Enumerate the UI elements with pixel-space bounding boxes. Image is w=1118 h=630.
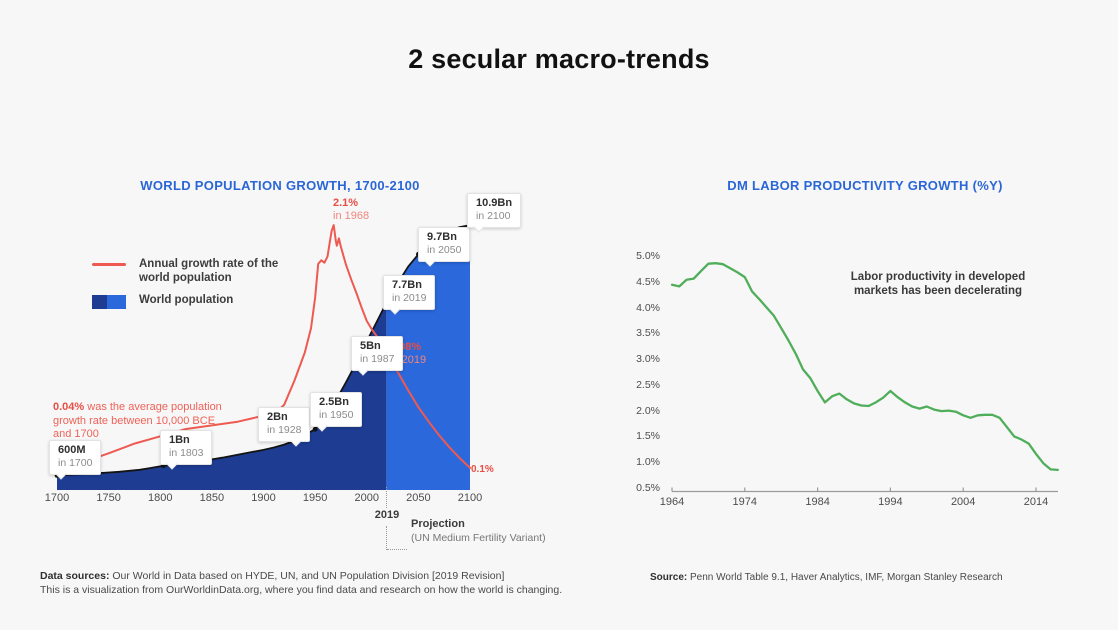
growth-rate-line [56, 224, 471, 473]
prod-y-tick-4.5%: 4.5% [636, 275, 660, 288]
pop-x-tick-1750: 1750 [96, 492, 121, 504]
callout-value: 2.5Bn [319, 396, 349, 408]
legend-row-growth-rate: Annual growth rate of the world populati… [92, 258, 294, 285]
prod-x-tick-label-2014: 2014 [1023, 496, 1049, 508]
footer-left: Data sources: Our World in Data based on… [40, 569, 562, 597]
pop-x-tick-1850: 1850 [199, 492, 225, 504]
callout-year: in 1950 [319, 409, 354, 421]
prod-y-tick-3.5%: 3.5% [636, 327, 660, 340]
callout-7-7bn-2019: 7.7Bn in 2019 [383, 275, 436, 310]
callout-value: 2Bn [267, 411, 288, 423]
growth-rate-legend-label: Annual growth rate of the world populati… [139, 258, 279, 284]
population-chart-title: WORLD POPULATION GROWTH, 1700-2100 [140, 178, 420, 193]
productivity-chart [670, 262, 1059, 493]
callout-value: 10.9Bn [476, 197, 513, 209]
footer-left-label: Data sources: [40, 570, 110, 582]
prod-x-tick-label-1964: 1964 [659, 496, 685, 508]
legend-row-population: World population [92, 294, 294, 309]
callout-year: in 2019 [392, 292, 427, 304]
pop-x-tick-1700: 1700 [44, 492, 70, 504]
pop-x-tick-1800: 1800 [148, 492, 173, 504]
footer-right-text: Penn World Table 9.1, Haver Analytics, I… [687, 572, 1003, 583]
projection-label-subtitle: (UN Medium Fertility Variant) [411, 532, 546, 544]
callout-9-7bn-2050: 9.7Bn in 2050 [418, 227, 471, 262]
callout-value: 600M [58, 444, 86, 456]
projection-label-title: Projection [411, 518, 465, 530]
footer-left-line2: This is a visualization from OurWorldinD… [40, 584, 563, 596]
prod-x-tick-label-1994: 1994 [878, 496, 903, 508]
prod-y-tick-4.0%: 4.0% [636, 301, 660, 314]
population-legend: Annual growth rate of the world populati… [92, 258, 294, 318]
rate-value: 2.1% [333, 197, 359, 209]
prod-x-tick-label-1974: 1974 [732, 496, 758, 508]
prod-y-tick-2.5%: 2.5% [636, 378, 660, 391]
population-legend-label: World population [139, 294, 234, 306]
callout-year: in 2050 [427, 244, 462, 256]
growth-rate-line-swatch-icon [92, 263, 126, 266]
population-area-swatch-icon [92, 295, 126, 309]
prod-y-tick-1.5%: 1.5% [636, 430, 660, 443]
pop-x-tick-2050: 2050 [406, 492, 431, 504]
footer-right-label: Source: [650, 572, 688, 583]
data-point-marker [312, 426, 318, 432]
productivity-annotation: Labor productivity in developed markets … [850, 271, 1026, 297]
callout-year: in 1700 [58, 457, 93, 469]
average-growth-note: 0.04% was the average population growth … [53, 401, 231, 442]
projection-dotted-line [386, 487, 387, 508]
callout-year: in 2100 [476, 210, 511, 222]
projection-label: Projection (UN Medium Fertility Variant) [411, 517, 546, 545]
pop-x-tick-2100: 2100 [457, 492, 483, 504]
projection-year-label: 2019 [374, 509, 400, 521]
note-bold: 0.04% [53, 401, 85, 413]
prod-y-tick-2.0%: 2.0% [636, 404, 660, 417]
rate-annotation-2100: 0.1% [471, 463, 494, 476]
population-area-historical [57, 302, 387, 490]
productivity-chart-title: DM LABOR PRODUCTIVITY GROWTH (%Y) [727, 178, 1003, 193]
rate-year: in 1968 [333, 210, 370, 222]
callout-600m-1700: 600M in 1700 [49, 440, 102, 475]
callout-value: 7.7Bn [392, 279, 422, 291]
callout-value: 1Bn [169, 434, 190, 446]
prod-y-tick-5.0%: 5.0% [636, 249, 660, 262]
rate-annotation-peak: 2.1% in 1968 [333, 197, 369, 223]
prod-x-tick-label-1984: 1984 [805, 496, 830, 508]
footer-right-line1: Source: Penn World Table 9.1, Haver Anal… [650, 571, 1003, 585]
note-text: was the average population growth rate b… [53, 401, 222, 440]
footer-right: Source: Penn World Table 9.1, Haver Anal… [650, 571, 1003, 585]
pop-x-tick-2000: 2000 [354, 492, 379, 504]
prod-y-tick-0.5%: 0.5% [636, 482, 660, 494]
footer-left-line1: Data sources: Our World in Data based on… [40, 569, 562, 583]
callout-year: in 1928 [267, 424, 302, 436]
callout-year: in 1987 [360, 353, 395, 365]
callout-year: in 1803 [169, 447, 204, 459]
callout-10-9bn-2100: 10.9Bn in 2100 [467, 193, 522, 228]
slide-title: 2 secular macro-trends [408, 44, 710, 74]
callout-5bn-1987: 5Bn in 1987 [351, 336, 404, 371]
projection-dotted-line [386, 526, 387, 550]
prod-y-tick-3.0%: 3.0% [636, 353, 660, 366]
callout-1bn-1803: 1Bn in 1803 [160, 430, 213, 465]
callout-2-5bn-1950: 2.5Bn in 1950 [310, 392, 363, 427]
pop-x-tick-1950: 1950 [302, 492, 328, 504]
projection-dotted-line [387, 549, 407, 550]
rate-value: 0.1% [471, 464, 494, 475]
callout-value: 5Bn [360, 340, 381, 352]
prod-y-tick-1.0%: 1.0% [636, 456, 660, 469]
productivity-line [670, 262, 1059, 472]
footer-left-text: Our World in Data based on HYDE, UN, and… [109, 570, 505, 582]
prod-x-tick-label-2004: 2004 [950, 496, 976, 508]
callout-value: 9.7Bn [427, 231, 457, 243]
callout-2bn-1928: 2Bn in 1928 [258, 407, 311, 442]
pop-x-tick-1900: 1900 [251, 492, 276, 504]
